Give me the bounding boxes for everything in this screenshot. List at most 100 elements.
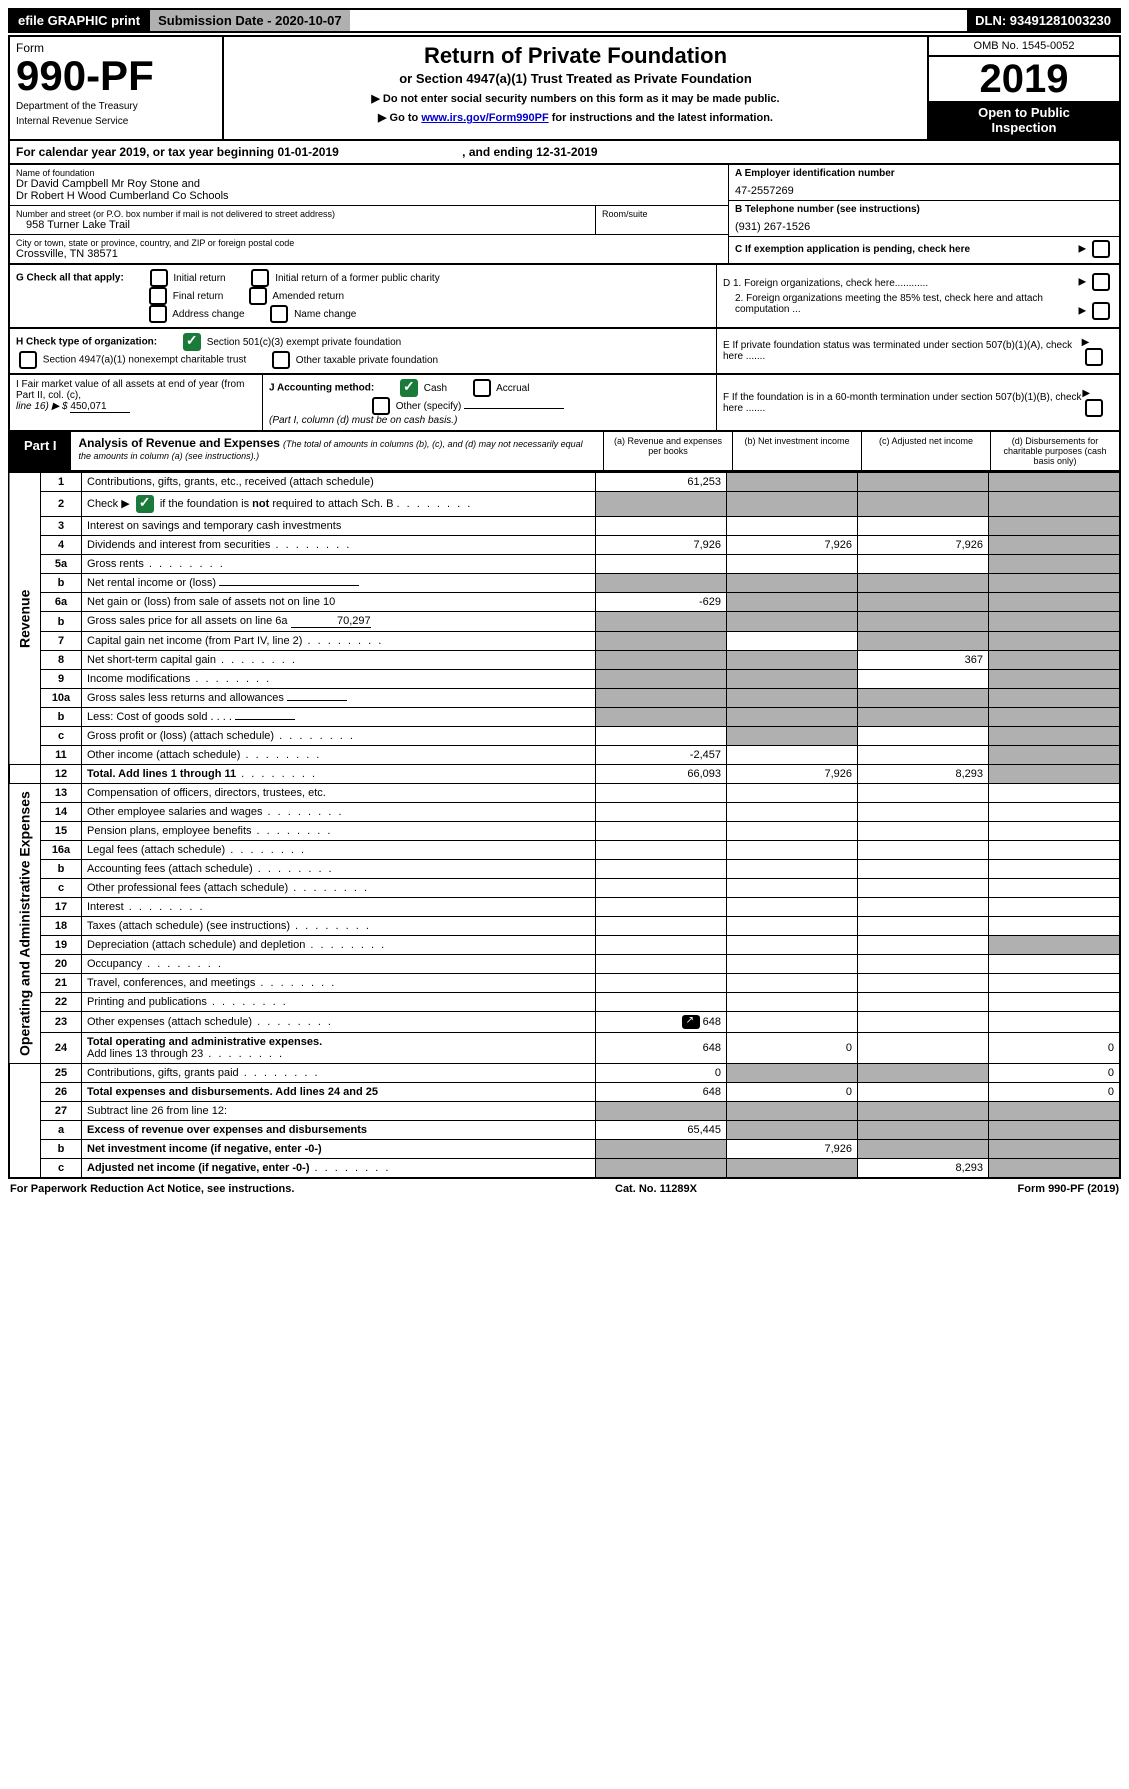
f-checkbox[interactable] <box>1085 399 1103 417</box>
r4-a: 7,926 <box>596 536 727 555</box>
r16b-b <box>727 860 858 879</box>
efile-label[interactable]: efile GRAPHIC print <box>10 10 148 31</box>
r8-text: Net short-term capital gain <box>87 654 216 666</box>
r2-dots <box>396 498 472 510</box>
r27c-num: c <box>41 1159 82 1179</box>
r14-c <box>858 803 989 822</box>
r15-dots <box>252 825 333 837</box>
d1-checkbox[interactable] <box>1092 273 1110 291</box>
r27c-dots <box>309 1162 390 1174</box>
r16a-d <box>989 841 1121 860</box>
col-b-hdr: (b) Net investment income <box>732 432 861 470</box>
c-arrow-box: ▶ <box>1079 240 1113 258</box>
accrual-checkbox[interactable] <box>473 379 491 397</box>
r27c-d <box>989 1159 1121 1179</box>
sch-b-checkbox[interactable] <box>136 495 154 513</box>
r27c-text: Adjusted net income (if negative, enter … <box>87 1162 309 1174</box>
info-grid: Name of foundation Dr David Campbell Mr … <box>8 165 1121 265</box>
r14-text: Other employee salaries and wages <box>87 806 262 818</box>
expense-side-label: Operating and Administrative Expenses <box>9 784 41 1064</box>
r15-desc: Pension plans, employee benefits <box>82 822 596 841</box>
part1-title: Analysis of Revenue and Expenses <box>79 436 280 450</box>
r6a-a: -629 <box>596 593 727 612</box>
phone-label: B Telephone number (see instructions) <box>735 204 1113 215</box>
initial-former-checkbox[interactable] <box>251 269 269 287</box>
other-blank <box>464 408 564 409</box>
r27a-text: Excess of revenue over expenses and disb… <box>87 1124 367 1136</box>
r4-num: 4 <box>41 536 82 555</box>
r20-text: Occupancy <box>87 958 142 970</box>
r25-b <box>727 1064 858 1083</box>
i-cell: I Fair market value of all assets at end… <box>10 375 263 430</box>
other-method-checkbox[interactable] <box>372 397 390 415</box>
d2-checkbox[interactable] <box>1092 302 1110 320</box>
i-label: I Fair market value of all assets at end… <box>16 379 244 401</box>
r21-c <box>858 974 989 993</box>
r18-a <box>596 917 727 936</box>
r11-num: 11 <box>41 746 82 765</box>
r6a-b <box>727 593 858 612</box>
r2-post: if the foundation is not required to att… <box>160 498 394 510</box>
r15-num: 15 <box>41 822 82 841</box>
initial-return-checkbox[interactable] <box>150 269 168 287</box>
501c3-checkbox[interactable] <box>183 333 201 351</box>
row-19: 19Depreciation (attach schedule) and dep… <box>9 936 1120 955</box>
final-return-checkbox[interactable] <box>149 287 167 305</box>
r16b-dots <box>253 863 334 875</box>
r25-num: 25 <box>41 1064 82 1083</box>
name-change-checkbox[interactable] <box>270 305 288 323</box>
r4-b: 7,926 <box>727 536 858 555</box>
r6a-num: 6a <box>41 593 82 612</box>
r27a-c <box>858 1121 989 1140</box>
row-6b: b Gross sales price for all assets on li… <box>9 612 1120 632</box>
r13-d <box>989 784 1121 803</box>
r20-num: 20 <box>41 955 82 974</box>
header-left: Form 990-PF Department of the Treasury I… <box>10 37 224 139</box>
irs-link[interactable]: www.irs.gov/Form990PF <box>421 112 548 124</box>
4947a1-checkbox[interactable] <box>19 351 37 369</box>
e-label: E If private foundation status was termi… <box>723 340 1082 362</box>
row-5a: 5a Gross rents <box>9 555 1120 574</box>
r7-num: 7 <box>41 632 82 651</box>
ein-cell: A Employer identification number 47-2557… <box>729 165 1119 201</box>
e-checkbox[interactable] <box>1085 348 1103 366</box>
r16a-desc: Legal fees (attach schedule) <box>82 841 596 860</box>
r22-text: Printing and publications <box>87 996 207 1008</box>
r27-desc: Subtract line 26 from line 12: <box>82 1102 596 1121</box>
city-label: City or town, state or province, country… <box>16 238 722 248</box>
r11-c <box>858 746 989 765</box>
r10a-num: 10a <box>41 689 82 708</box>
r12-c: 8,293 <box>858 765 989 784</box>
name-line2: Dr Robert H Wood Cumberland Co Schools <box>16 190 722 202</box>
r10c-desc: Gross profit or (loss) (attach schedule) <box>82 727 596 746</box>
street-cell: Number and street (or P.O. box number if… <box>10 206 596 234</box>
r5b-text: Net rental income or (loss) <box>87 577 216 589</box>
r27-a <box>596 1102 727 1121</box>
r15-c <box>858 822 989 841</box>
r18-num: 18 <box>41 917 82 936</box>
row-26: 26Total expenses and disbursements. Add … <box>9 1083 1120 1102</box>
form-subtitle: or Section 4947(a)(1) Trust Treated as P… <box>230 71 921 86</box>
phone-val: (931) 267-1526 <box>735 221 1113 233</box>
r16b-d <box>989 860 1121 879</box>
open-public: Open to Public Inspection <box>929 101 1119 139</box>
foundation-name-cell: Name of foundation Dr David Campbell Mr … <box>10 165 728 206</box>
r2-desc: Check ▶ if the foundation is not require… <box>82 492 596 517</box>
r10b-d <box>989 708 1121 727</box>
row-14: 14Other employee salaries and wages <box>9 803 1120 822</box>
r21-text: Travel, conferences, and meetings <box>87 977 255 989</box>
amended-return-checkbox[interactable] <box>249 287 267 305</box>
r16c-b <box>727 879 858 898</box>
r17-dots <box>124 901 205 913</box>
spacer <box>350 10 968 31</box>
r18-text: Taxes (attach schedule) (see instruction… <box>87 920 290 932</box>
row-4: 4 Dividends and interest from securities… <box>9 536 1120 555</box>
c-checkbox[interactable] <box>1092 240 1110 258</box>
row-5b: b Net rental income or (loss) <box>9 574 1120 593</box>
address-change-checkbox[interactable] <box>149 305 167 323</box>
cash-checkbox[interactable] <box>400 379 418 397</box>
cal-end: , and ending 12-31-2019 <box>462 145 597 159</box>
r5a-c <box>858 555 989 574</box>
attachment-icon[interactable] <box>682 1015 700 1029</box>
other-taxable-checkbox[interactable] <box>272 351 290 369</box>
